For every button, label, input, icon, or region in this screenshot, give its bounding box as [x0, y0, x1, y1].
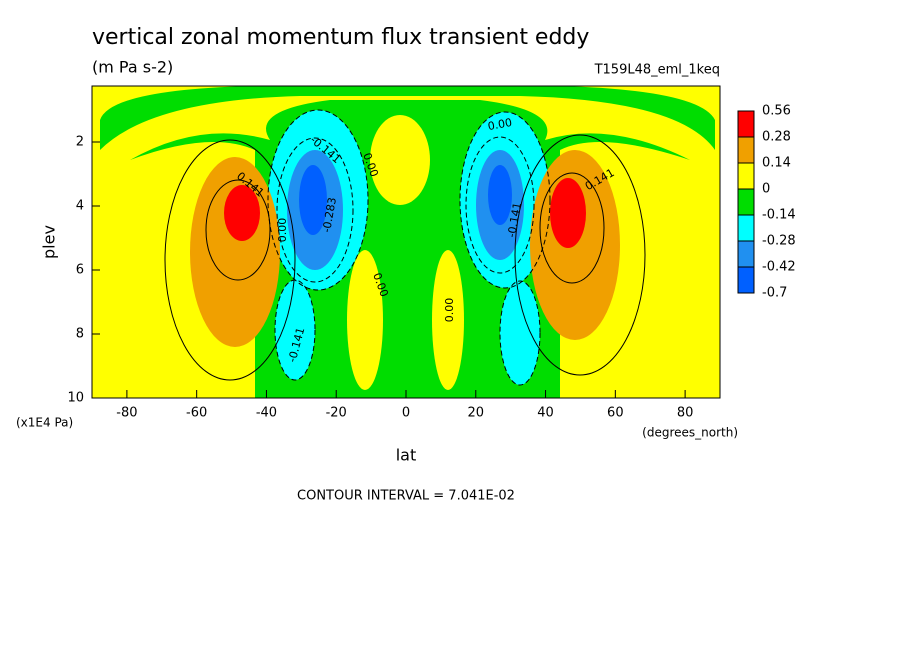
y-tick-label: 6 — [76, 263, 84, 278]
region — [275, 280, 315, 380]
contour-label: 0.00 — [487, 116, 513, 133]
y-tick-label: 4 — [76, 199, 84, 214]
contour-label: -0.283 — [320, 196, 339, 233]
x-axis-label: lat — [396, 446, 417, 465]
x-tick-label: -80 — [116, 406, 137, 421]
colorbar-swatch — [737, 188, 755, 216]
x-tick-label: -60 — [186, 406, 207, 421]
footer: CONTOUR INTERVAL = 7.041E-02 — [297, 489, 515, 504]
contour-label: 0.00 — [443, 298, 456, 323]
contour-label: -0.141 — [505, 201, 524, 238]
region — [299, 165, 327, 235]
annotation: T159L48_eml_1keq — [594, 63, 720, 78]
colorbar-label: 0.14 — [762, 156, 791, 171]
colorbar-swatch — [737, 136, 755, 164]
y-tick-label: 8 — [76, 327, 84, 342]
x-axis-units: (degrees_north) — [642, 426, 738, 440]
y-tick-label: 2 — [76, 135, 84, 150]
contour-label: 0.00 — [276, 218, 289, 243]
y-axis-units: (x1E4 Pa) — [16, 416, 73, 430]
x-tick-label: 20 — [468, 406, 485, 421]
chart-title: vertical zonal momentum flux transient e… — [92, 25, 589, 50]
x-tick-label: 40 — [537, 406, 554, 421]
x-tick-label: 0 — [402, 406, 410, 421]
y-tick-label: 10 — [67, 391, 84, 406]
colorbar-label: -0.28 — [762, 234, 796, 249]
colorbar-swatch — [737, 240, 755, 268]
colorbar-swatch — [737, 162, 755, 190]
region — [224, 185, 260, 241]
colorbar-label: 0 — [762, 182, 770, 197]
colorbar-swatch — [737, 214, 755, 242]
region — [488, 165, 512, 225]
x-tick-label: -20 — [326, 406, 347, 421]
x-tick-label: 80 — [677, 406, 694, 421]
x-tick-label: 60 — [607, 406, 624, 421]
region — [432, 250, 464, 390]
field — [92, 86, 720, 398]
x-tick-label: -40 — [256, 406, 277, 421]
colorbar-label: -0.7 — [762, 286, 787, 301]
region — [550, 178, 586, 248]
region — [500, 281, 540, 385]
colorbar-swatch — [737, 266, 755, 294]
chart-subtitle: (m Pa s-2) — [92, 58, 173, 77]
colorbar-label: 0.28 — [762, 130, 791, 145]
region — [347, 250, 383, 390]
colorbar-label: -0.14 — [762, 208, 796, 223]
y-axis-label: plev — [40, 225, 59, 259]
colorbar-label: -0.42 — [762, 260, 796, 275]
region — [370, 115, 430, 205]
colorbar-swatch — [737, 110, 755, 138]
colorbar-label: 0.56 — [762, 104, 791, 119]
